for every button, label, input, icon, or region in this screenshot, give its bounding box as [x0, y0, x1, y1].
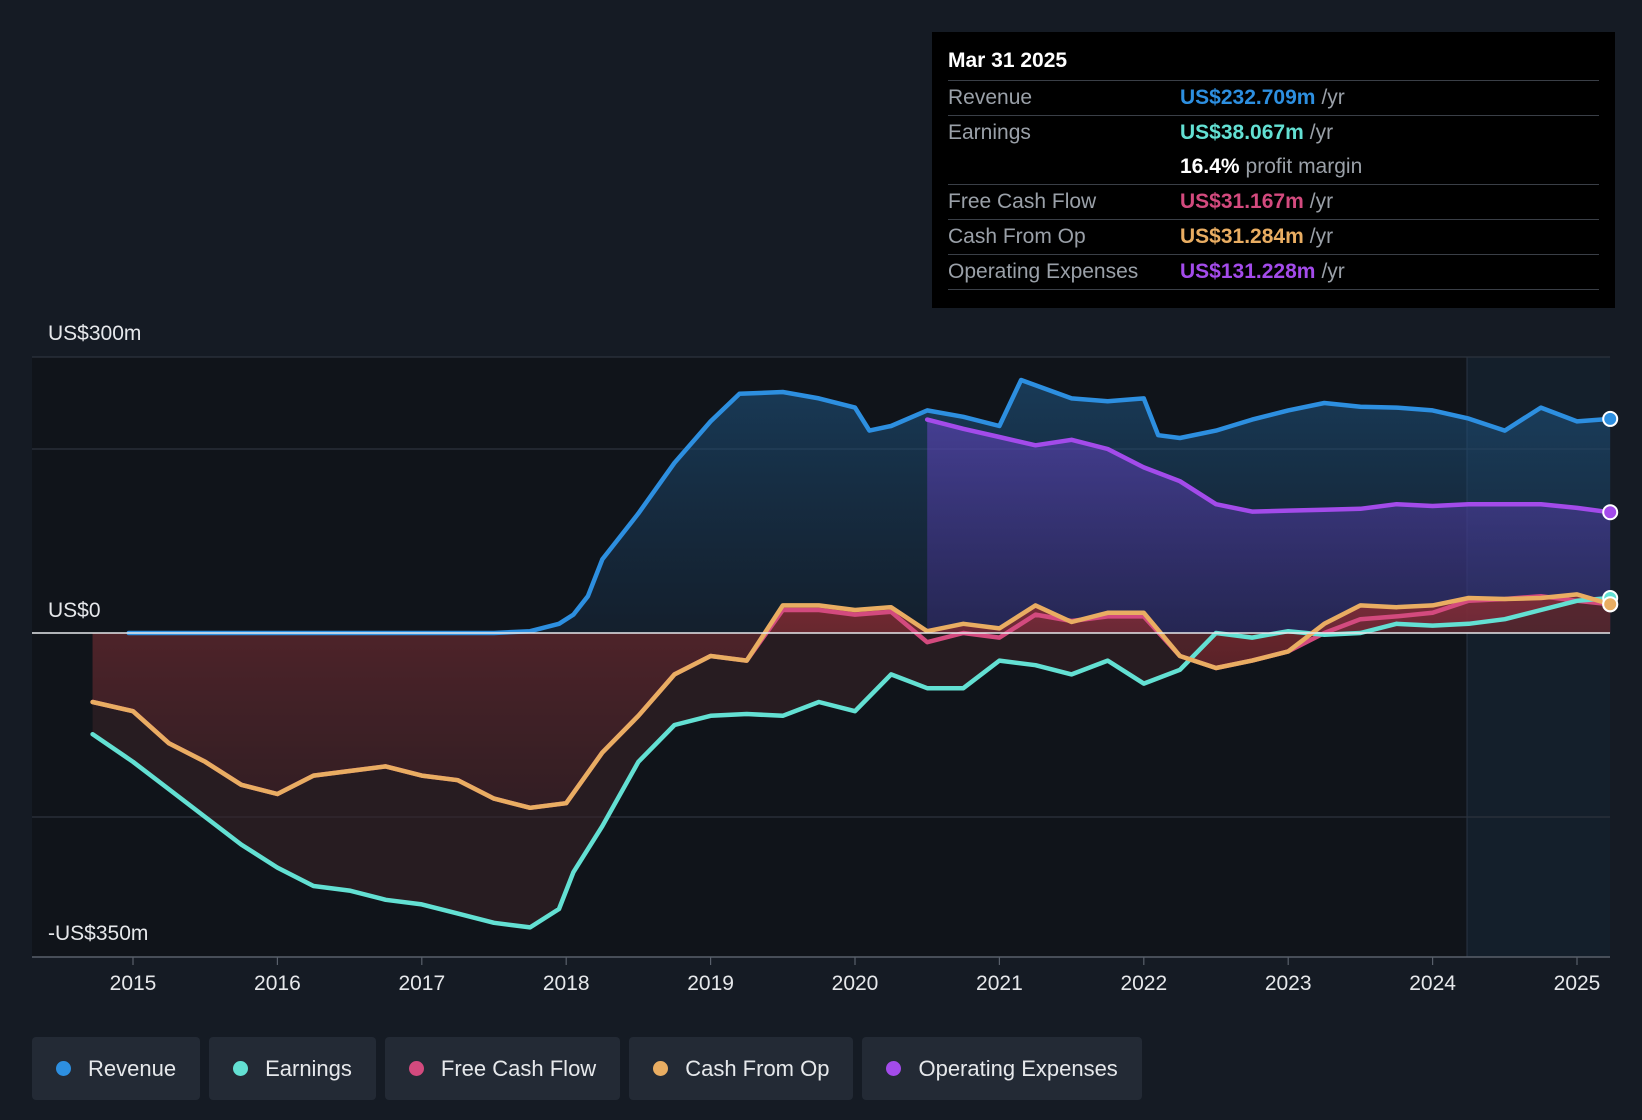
x-tick-label: 2017	[398, 972, 445, 995]
legend-label: Cash From Op	[685, 1055, 830, 1081]
tooltip-value: US$38.067m	[1180, 121, 1304, 144]
x-tick-label: 2022	[1120, 972, 1167, 995]
tooltip-row-cash-from-op: Cash From Op US$31.284m /yr	[948, 220, 1599, 255]
operating-expenses-line	[924, 417, 1613, 515]
legend-item-earnings[interactable]: Earnings	[209, 1037, 376, 1100]
tooltip: Mar 31 2025 Revenue US$232.709m /yr Earn…	[932, 32, 1615, 308]
tooltip-unit: /yr	[1309, 225, 1334, 248]
legend-item-cash-from-op[interactable]: Cash From Op	[629, 1037, 854, 1100]
legend-dot-icon	[233, 1061, 249, 1076]
legend-dot-icon	[56, 1061, 71, 1076]
tooltip-value: 16.4%	[1180, 155, 1240, 178]
tooltip-row-revenue: Revenue US$232.709m /yr	[948, 81, 1599, 116]
legend-item-operating-expenses[interactable]: Operating Expenses	[862, 1037, 1142, 1100]
tooltip-unit: /yr	[1309, 121, 1334, 144]
tooltip-label: Operating Expenses	[948, 260, 1139, 283]
tooltip-value: US$31.284m	[1180, 225, 1304, 248]
legend-label: Free Cash Flow	[440, 1055, 597, 1081]
y-bottom-label: -US$350m	[48, 922, 148, 945]
legend-label: Earnings	[265, 1055, 352, 1081]
tooltip-label: Earnings	[948, 121, 1031, 144]
revenue-line	[126, 377, 1613, 636]
x-tick-label: 2015	[110, 972, 157, 995]
legend-dot-icon	[408, 1061, 424, 1076]
tooltip-value: US$131.228m	[1180, 260, 1316, 283]
x-tick-label: 2021	[976, 972, 1023, 995]
operating-expenses-endpoint	[1602, 504, 1619, 521]
tooltip-unit: profit margin	[1245, 155, 1363, 178]
x-tick-label: 2016	[254, 972, 301, 995]
tooltip-label: Free Cash Flow	[948, 190, 1097, 213]
y-top-label: US$300m	[48, 322, 141, 345]
legend-item-free-cash-flow[interactable]: Free Cash Flow	[384, 1037, 621, 1100]
tooltip-label: Revenue	[948, 86, 1033, 109]
x-tick-label: 2019	[687, 972, 734, 995]
tooltip-unit: /yr	[1321, 86, 1345, 109]
tooltip-label	[948, 150, 1180, 184]
tooltip-date: Mar 31 2025	[948, 46, 1599, 81]
x-tick-label: 2025	[1554, 972, 1601, 995]
tooltip-row-profit-margin: 16.4% profit margin	[948, 150, 1599, 185]
tooltip-value: US$31.167m	[1180, 190, 1304, 213]
tooltip-row-earnings: Earnings US$38.067m /yr	[948, 116, 1599, 150]
x-tick-label: 2018	[543, 972, 590, 995]
operating-expenses-area	[927, 419, 1611, 633]
legend-label: Operating Expenses	[918, 1055, 1118, 1081]
tooltip-value: US$232.709m	[1180, 86, 1316, 109]
tooltip-row-free-cash-flow: Free Cash Flow US$31.167m /yr	[948, 185, 1599, 220]
x-tick-label: 2024	[1409, 972, 1456, 995]
legend-label: Revenue	[88, 1055, 177, 1081]
legend-dot-icon	[653, 1061, 669, 1076]
cash-from-op-endpoint	[1602, 596, 1619, 613]
earnings-area	[92, 598, 1611, 928]
legend-item-revenue[interactable]: Revenue	[32, 1037, 201, 1100]
revenue-endpoint	[1602, 410, 1619, 427]
legend-dot-icon	[886, 1061, 902, 1076]
cash-from-op-line	[90, 592, 1613, 811]
tooltip-unit: /yr	[1309, 190, 1334, 213]
tooltip-unit: /yr	[1321, 260, 1345, 283]
y-zero-label: US$0	[48, 599, 101, 622]
tooltip-label: Cash From Op	[948, 225, 1086, 248]
x-tick-label: 2023	[1265, 972, 1312, 995]
tooltip-row-operating-expenses: Operating Expenses US$131.228m /yr	[948, 255, 1599, 290]
legend: Revenue Earnings Free Cash Flow Cash Fro…	[32, 1037, 1142, 1100]
x-tick-label: 2020	[832, 972, 879, 995]
